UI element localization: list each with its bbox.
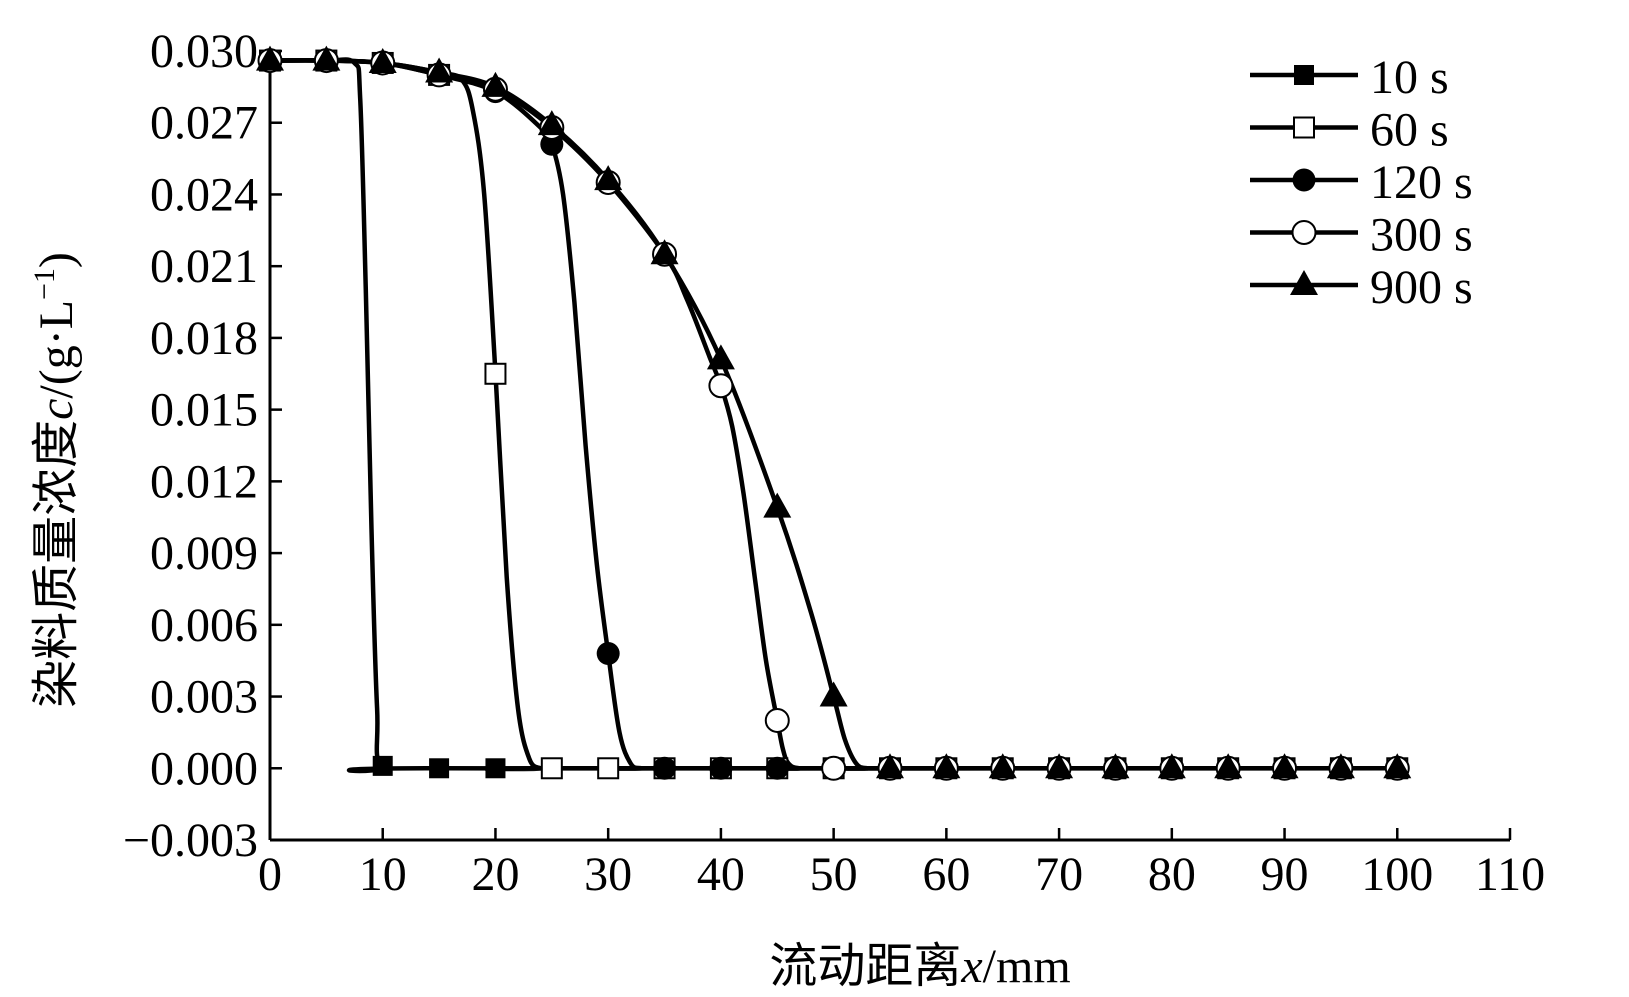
data-point-series-0 [429, 758, 450, 779]
series-curves [269, 57, 1398, 774]
data-point-series-4 [537, 110, 566, 136]
data-point-series-1 [597, 757, 620, 780]
data-point-series-4 [650, 239, 679, 265]
series-line-2 [269, 58, 1398, 771]
y-tick-label: 0.024 [150, 168, 258, 221]
data-point-series-2 [596, 642, 620, 666]
x-tick-label: 60 [922, 848, 970, 901]
data-point-series-1 [484, 362, 507, 385]
x-tick-label: 10 [359, 848, 407, 901]
series-line-1 [269, 58, 1398, 772]
legend-label: 10 s [1370, 51, 1449, 104]
x-tick-label: 110 [1475, 848, 1545, 901]
x-tick-label: 90 [1261, 848, 1309, 901]
data-point-series-4 [1101, 753, 1130, 779]
y-axis-title: 染料质量浓度c/(g·L−1) [28, 252, 83, 708]
y-tick-label: 0.006 [150, 599, 258, 652]
data-point-series-4 [932, 753, 961, 779]
legend-label: 900 s [1370, 261, 1473, 314]
data-point-series-4 [1270, 753, 1299, 779]
x-tick-label: 100 [1361, 848, 1433, 901]
legend-label: 60 s [1370, 104, 1449, 157]
data-point-series-4 [988, 753, 1017, 779]
data-point-series-4 [1157, 753, 1186, 779]
data-point-series-4 [1045, 753, 1074, 779]
y-tick-label: 0.030 [150, 25, 258, 78]
legend-label: 300 s [1370, 209, 1473, 262]
data-point-series-4 [763, 492, 792, 518]
x-axis-title: 流动距离x/mm [769, 940, 1070, 993]
data-point-series-3 [764, 707, 790, 733]
data-point-series-4 [256, 45, 284, 71]
y-axis-title-unit: /(g·L [30, 300, 83, 399]
y-axis-title-unit-exponent: −1 [28, 268, 61, 300]
x-tick-label: 30 [584, 848, 632, 901]
x-tick-label: 80 [1148, 848, 1196, 901]
axes: 0.030 0.027 0.024 0.021 0.018 0.015 0.012 0.009… [123, 25, 1545, 901]
y-axis-title-unit-close: ) [30, 252, 83, 268]
data-point-series-4 [1326, 753, 1355, 779]
legend-marker [1291, 220, 1317, 245]
x-tick-label: 0 [258, 848, 282, 901]
x-axis-title-prefix: 流动距离 [769, 940, 961, 993]
series-line-4 [269, 58, 1398, 771]
series-markers [256, 45, 1412, 781]
data-point-series-4 [706, 344, 735, 370]
legend-marker [1290, 270, 1318, 295]
data-point-series-4 [594, 165, 623, 191]
x-tick-label: 50 [810, 848, 858, 901]
data-point-series-4 [1383, 753, 1412, 779]
legend-label: 120 s [1370, 156, 1473, 209]
data-point-series-4 [1214, 753, 1243, 779]
y-tick-label: 0.000 [150, 742, 258, 795]
data-point-series-4 [819, 681, 848, 707]
data-point-series-1 [540, 757, 563, 780]
series-line-3 [269, 58, 1398, 771]
data-point-series-0 [485, 758, 506, 779]
data-point-series-2 [765, 756, 789, 780]
y-tick-label: 0.012 [150, 455, 258, 508]
data-point-series-4 [481, 71, 510, 97]
legend-marker [1292, 168, 1316, 192]
y-tick-label: 0.009 [150, 527, 258, 580]
y-tick-label: 0.027 [150, 97, 258, 150]
data-point-series-0 [372, 755, 393, 776]
data-point-series-4 [368, 47, 397, 73]
data-point-series-4 [312, 45, 341, 71]
data-point-series-3 [708, 373, 734, 399]
series-line-0 [269, 57, 1398, 774]
data-point-series-4 [425, 57, 454, 83]
y-axis-title-variable: c [30, 399, 83, 420]
y-tick-label: 0.021 [150, 240, 258, 293]
x-tick-label: 20 [471, 848, 519, 901]
y-tick-label: −0.003 [123, 814, 258, 867]
data-point-series-4 [876, 753, 904, 779]
data-point-series-2 [709, 756, 733, 780]
y-axis-title-prefix: 染料质量浓度 [30, 420, 83, 708]
y-tick-label: 0.018 [150, 312, 258, 365]
legend-marker [1293, 116, 1315, 139]
y-tick-label: 0.015 [150, 384, 258, 437]
data-point-series-2 [653, 756, 677, 780]
legend-marker [1294, 65, 1314, 85]
x-axis-title-unit: /mm [983, 940, 1071, 993]
x-axis-title-variable: x [960, 940, 982, 993]
data-point-series-3 [821, 755, 847, 781]
y-tick-label: 0.003 [150, 671, 258, 724]
x-tick-label: 40 [697, 848, 745, 901]
x-tick-label: 70 [1035, 848, 1083, 901]
